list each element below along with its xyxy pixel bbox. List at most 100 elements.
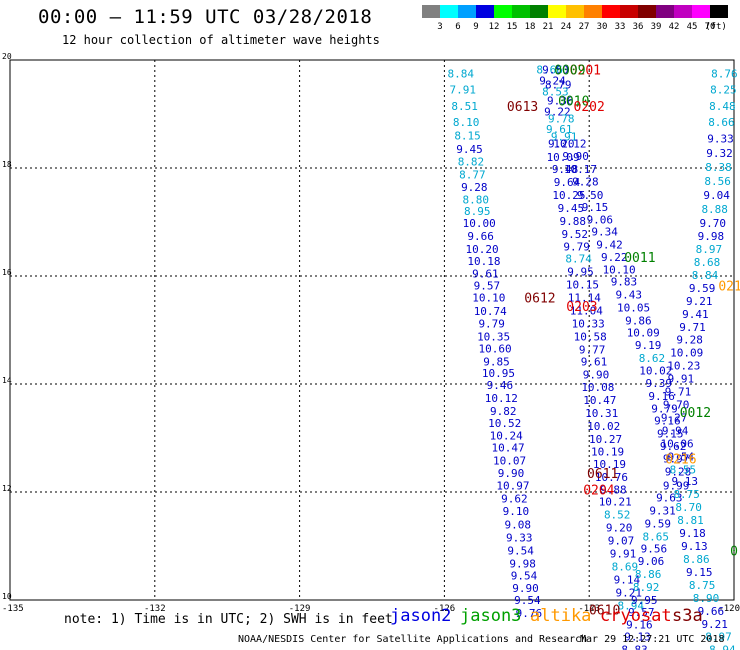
wave-height-label: 9.22: [544, 105, 571, 118]
satellite-jason2: jason2: [390, 606, 452, 626]
pass-time-label: 0009: [554, 64, 585, 79]
wave-height-label: 9.94: [662, 424, 689, 437]
y-tick-label: 18: [2, 160, 12, 169]
wave-height-label: 9.20: [548, 138, 575, 151]
wave-height-label: 9.28: [676, 334, 703, 347]
wave-height-label: 9.54: [668, 450, 695, 463]
wave-height-label: 8.52: [604, 509, 631, 522]
wave-height-label: 10.27: [589, 433, 622, 446]
wave-height-label: 9.50: [577, 189, 604, 202]
y-tick-label: 12: [2, 484, 12, 493]
wave-height-label: 8.94: [709, 644, 736, 650]
wave-height-label: 9.42: [596, 239, 623, 252]
wave-height-label: 8.94: [617, 599, 644, 612]
legend-swatch: [638, 5, 656, 18]
legend-swatch: [494, 5, 512, 18]
legend-swatch: [422, 5, 440, 18]
legend-label: 15: [506, 22, 518, 32]
wave-height-label: 8.75: [689, 579, 716, 592]
legend-label: 21: [542, 22, 554, 32]
wave-height-label: 8.84: [448, 68, 475, 81]
pass-time-label: 0215: [718, 280, 740, 295]
wave-height-label: 8.48: [709, 100, 736, 113]
wave-height-label: 10.05: [617, 301, 650, 314]
wave-height-label: 9.79: [478, 318, 505, 331]
legend-swatch: [458, 5, 476, 18]
wave-height-label: 9.33: [506, 531, 533, 544]
wave-height-label: 10.12: [553, 138, 586, 151]
satellite-cryosat: cryosat: [600, 606, 672, 626]
wave-height-label: 8.88: [701, 203, 728, 216]
wave-height-label: 9.79: [651, 402, 678, 415]
wave-height-label: 9.90: [562, 150, 589, 163]
wave-height-label: 9.71: [679, 321, 706, 334]
pass-time-label: 0204: [583, 483, 614, 498]
wave-height-label: 9.88: [600, 483, 627, 496]
wave-height-label: 10.95: [482, 367, 515, 380]
wave-height-label: 9.21: [701, 618, 728, 631]
x-tick-label: -123: [578, 604, 600, 614]
wave-height-label: 9.91: [610, 548, 637, 561]
x-tick-label: -120: [718, 604, 740, 614]
legend-label: 18: [524, 22, 536, 32]
wave-height-label: 9.61: [472, 267, 499, 280]
wave-height-label: 9.48: [552, 163, 579, 176]
wave-height-label: 10.52: [488, 417, 521, 430]
wave-height-label: 10.15: [566, 279, 599, 292]
wave-height-label: 10.24: [490, 429, 523, 442]
wave-height-label: 9.90: [583, 368, 610, 381]
wave-height-label: 9.99: [663, 480, 690, 493]
wave-height-label: 8.86: [683, 553, 710, 566]
wave-height-label: 10.33: [572, 318, 605, 331]
wave-height-label: 8.79: [545, 78, 572, 91]
wave-height-label: 8.68: [694, 256, 721, 269]
y-tick-label: 16: [2, 268, 12, 277]
wave-height-label: 9.95: [567, 266, 594, 279]
wave-height-label: 9.15: [582, 201, 609, 214]
wave-height-label: 8.62: [639, 352, 666, 365]
wave-height-label: 9.19: [635, 339, 662, 352]
legend-swatch: [548, 5, 566, 18]
wave-height-label: 10.60: [479, 342, 512, 355]
wave-height-label: 9.86: [625, 314, 652, 327]
legend-label: 6: [455, 22, 461, 32]
wave-height-label: 9.62: [660, 440, 687, 453]
wave-height-label: 9.71: [665, 386, 692, 399]
wave-height-label: 8.86: [635, 568, 662, 581]
legend-swatch: [566, 5, 584, 18]
legend-swatch: [530, 5, 548, 18]
wave-height-label: 9.78: [548, 112, 575, 125]
legend-swatch: [476, 5, 494, 18]
wave-height-label: 9.66: [698, 605, 725, 618]
wave-height-label: 8.70: [675, 501, 702, 514]
wave-height-label: 8.66: [536, 64, 563, 77]
legend-label: 70: [704, 22, 716, 32]
pass-time-label: 0202: [574, 100, 605, 115]
wave-height-label: 10.19: [591, 446, 624, 459]
map-title: 00:00 – 11:59 UTC 03/28/2018: [38, 6, 373, 28]
generation-timestamp: Mar 29 12:27:21 UTC 2018: [580, 634, 725, 645]
wave-height-label: 10.19: [593, 458, 626, 471]
wave-height-label: 9.13: [681, 540, 708, 553]
wave-height-label: 9.61: [581, 355, 608, 368]
wave-height-label: 10.74: [474, 305, 507, 318]
wave-height-label: 9.28: [572, 176, 599, 189]
pass-time-label: 0201: [570, 64, 601, 79]
wave-height-label: 8.97: [696, 243, 723, 256]
legend-label: 42: [668, 22, 680, 32]
pass-time-label: 0612: [524, 292, 555, 307]
wave-height-label: 9.32: [706, 147, 733, 160]
wave-height-label: 9.21: [616, 586, 643, 599]
wave-height-label: 8.76: [711, 68, 738, 81]
legend-label: 36: [632, 22, 644, 32]
wave-height-label: 10.23: [667, 360, 700, 373]
wave-height-label: 8.90: [693, 592, 720, 605]
wave-height-label: 8.97: [705, 631, 732, 644]
legend-label: 9: [473, 22, 479, 32]
wave-height-label: 9.34: [591, 226, 618, 239]
wave-height-label: 8.80: [463, 193, 490, 206]
wave-height-label: 10.47: [492, 442, 525, 455]
wave-height-label: 9.82: [490, 405, 517, 418]
wave-height-label: 9.45: [558, 202, 585, 215]
legend-label: 45: [686, 22, 698, 32]
